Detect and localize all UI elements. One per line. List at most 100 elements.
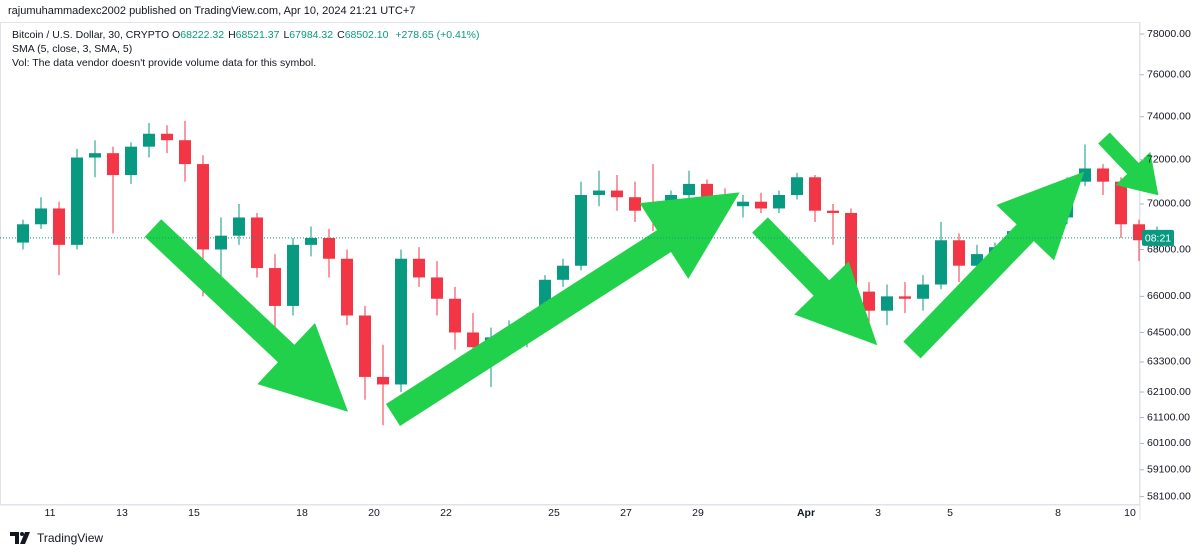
candle-body [395, 258, 407, 385]
candle-body [701, 183, 713, 198]
candle-body [827, 210, 839, 213]
y-tick-label: 66000.00 [1147, 290, 1191, 302]
y-tick-label: 62100.00 [1147, 386, 1191, 398]
footer: TradingView [10, 531, 103, 545]
x-tick-label: Apr [797, 507, 815, 519]
arrow [1098, 132, 1159, 196]
x-tick-label: 5 [947, 507, 953, 519]
y-tick-label: 58100.00 [1147, 490, 1191, 502]
candle-body [305, 237, 317, 245]
byline: rajumuhammadexc2002 published on Trading… [8, 5, 416, 17]
candle-body [359, 315, 371, 377]
arrow [144, 219, 349, 412]
logo [10, 532, 30, 544]
x-tick-label: 29 [692, 507, 704, 519]
x-tick-label: 3 [875, 507, 881, 519]
candle-body [467, 332, 479, 348]
candle-body [449, 298, 461, 333]
candle-body [233, 217, 245, 236]
y-tick-label: 78000.00 [1147, 28, 1191, 40]
candle-body [197, 164, 209, 250]
countdown: 08:21 [1145, 233, 1171, 245]
ohlc-value: 68521.37 [235, 29, 280, 41]
x-tick-label: 13 [116, 507, 128, 519]
candle-body [143, 133, 155, 147]
symbol: Bitcoin / U.S. Dollar, 30, CRYPTO [12, 29, 170, 41]
countdown-box [1142, 229, 1174, 246]
brand: TradingView [37, 531, 104, 545]
ohlc-key: L [283, 29, 290, 41]
candle-body [881, 296, 893, 311]
ohlc-key: O [172, 29, 181, 41]
candle-body [935, 240, 947, 285]
candle-body [863, 291, 875, 311]
y-tick-label: 68000.00 [1147, 243, 1191, 255]
y-tick-label: 59100.00 [1147, 464, 1191, 476]
overlay: 78000.00 76000.00 74000.00 72000.00 70000.00… [0, 28, 1191, 519]
y-tick-label: 63300.00 [1147, 356, 1191, 368]
x-tick-label: 25 [548, 507, 560, 519]
candle-body [125, 146, 137, 176]
candle-body [53, 208, 65, 245]
candle-body [773, 195, 785, 209]
x-tick-label: 10 [1124, 507, 1136, 519]
candle-body [629, 197, 641, 211]
candle-body [809, 177, 821, 211]
x-tick-label: 8 [1055, 507, 1061, 519]
arrow [385, 192, 740, 426]
candle-body [269, 268, 281, 306]
arrow [752, 217, 878, 346]
candle-body [791, 177, 803, 196]
candle-body [287, 244, 299, 306]
x-tick-label: 22 [440, 507, 452, 519]
candle-body [413, 258, 425, 278]
x-tick-label: 27 [620, 507, 632, 519]
legend-sma: SMA (5, close, 3, SMA, 5) [12, 43, 133, 55]
candle-body [971, 254, 983, 266]
candle-body [1097, 168, 1109, 182]
candle-body [17, 224, 29, 243]
candle-body [953, 240, 965, 266]
ohlc-key: C [337, 29, 345, 41]
x-tick-label: 18 [296, 507, 308, 519]
y-tick-label: 72000.00 [1147, 153, 1191, 165]
y-tick-label: 60100.00 [1147, 437, 1191, 449]
candle-body [611, 190, 623, 198]
candle-body [737, 201, 749, 207]
candle-body [557, 265, 569, 280]
x-tick-label: 20 [368, 507, 380, 519]
candle-body [341, 258, 353, 316]
legend-vol: Vol: The data vendor doesn't provide vol… [12, 57, 317, 69]
candle-body [899, 296, 911, 299]
ohlc: O68222.32 H68521.37 L67984.32 C68502.10 [172, 29, 392, 41]
candle-body [377, 376, 389, 385]
plot-frame [0, 22, 1140, 505]
arrow [903, 171, 1085, 359]
ohlc-key: H [228, 29, 236, 41]
candle-body [251, 217, 263, 269]
ohlc-value: 68502.10 [344, 29, 389, 41]
y-tick-label: 70000.00 [1147, 198, 1191, 210]
arrows [144, 132, 1159, 426]
y-tick-label: 76000.00 [1147, 69, 1191, 81]
candle-body [575, 195, 587, 266]
candle-body [89, 153, 101, 158]
y-tick-label: 64500.00 [1147, 326, 1191, 338]
candle-body [323, 237, 335, 259]
change: +278.65 (+0.41%) [395, 29, 480, 41]
x-tick-label: 11 [45, 507, 56, 519]
x-tick-label: 15 [188, 507, 200, 519]
y-tick-label: 61100.00 [1147, 411, 1190, 423]
candles [17, 120, 1163, 426]
candle-body [755, 201, 767, 209]
candle-body [35, 208, 47, 225]
candle-body [179, 140, 191, 165]
candle-body [107, 153, 119, 176]
candle-body [161, 133, 173, 141]
candle-body [917, 284, 929, 299]
candle-body [683, 183, 695, 196]
candle-body [1079, 168, 1091, 182]
candle-body [215, 235, 227, 250]
